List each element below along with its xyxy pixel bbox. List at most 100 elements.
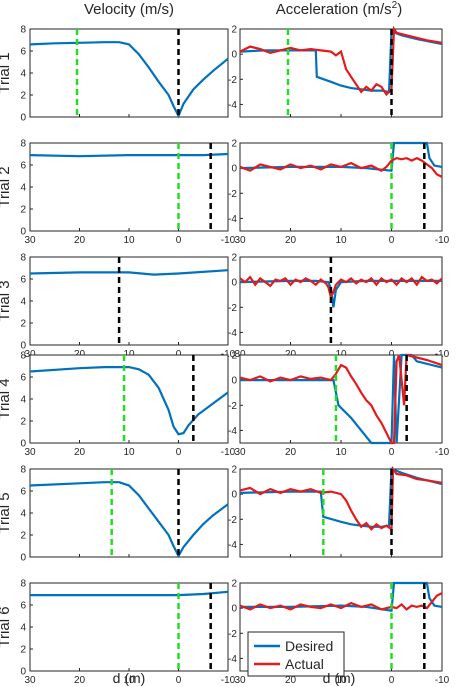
velocity-x-tick-label: -10: [221, 235, 236, 246]
velocity-y-tick-label: 0: [20, 341, 26, 352]
acceleration-x-tick-label: 10: [335, 447, 347, 458]
acceleration-x-tick-label: 20: [285, 447, 297, 458]
acceleration-actual-line: [239, 592, 443, 611]
velocity-y-tick-label: 6: [20, 487, 26, 498]
acceleration-desired-line: [239, 467, 443, 528]
acceleration-axes-box: [239, 256, 443, 346]
velocity-column-title: Velocity (m/s): [84, 1, 174, 18]
velocity-x-tick-label: 10: [123, 235, 135, 246]
velocity-series-line: [29, 152, 229, 158]
velocity-y-tick-label: 4: [20, 183, 26, 194]
velocity-y-tick-label: 2: [20, 319, 26, 330]
velocity-y-tick-label: 0: [20, 553, 26, 564]
acceleration-y-tick-label: 2: [231, 253, 237, 264]
acceleration-y-tick-label: -4: [228, 100, 237, 111]
trial-2-label: Trial 2: [0, 166, 13, 207]
velocity-y-tick-label: 0: [20, 113, 26, 124]
velocity-y-tick-label: 2: [20, 417, 26, 428]
acceleration-column-title: Acceleration (m/s2): [276, 0, 402, 18]
velocity-y-tick-label: 8: [20, 139, 26, 150]
acceleration-axes-box: [239, 354, 443, 444]
acceleration-y-tick-label: -4: [228, 654, 237, 665]
acceleration-x-tick-label: 20: [285, 235, 297, 246]
velocity-y-tick-label: 0: [20, 227, 26, 238]
velocity-x-tick-label: 30: [24, 675, 36, 686]
legend-desired-label: Desired: [285, 638, 333, 654]
acceleration-y-tick-label: 0: [231, 376, 237, 387]
acceleration-y-tick-label: 2: [231, 139, 237, 150]
trial-1-velocity-panel: 0 2 4 6 8: [20, 25, 229, 124]
acceleration-axes-box: [239, 28, 443, 118]
acceleration-y-tick-label: -2: [228, 75, 237, 86]
acceleration-y-tick-label: -2: [228, 401, 237, 412]
velocity-axes-box: [29, 468, 229, 558]
acceleration-y-tick-label: -4: [228, 214, 237, 225]
acceleration-actual-line: [239, 353, 443, 445]
acceleration-y-tick-label: -4: [228, 328, 237, 339]
velocity-axes-box: [29, 256, 229, 346]
acceleration-y-tick-label: 0: [231, 490, 237, 501]
acceleration-axes-box: [239, 142, 443, 232]
velocity-y-tick-label: 4: [20, 297, 26, 308]
velocity-y-tick-label: 2: [20, 205, 26, 216]
acceleration-y-tick-label: 0: [231, 604, 237, 615]
velocity-y-tick-label: 0: [20, 439, 26, 450]
velocity-y-tick-label: 6: [20, 373, 26, 384]
velocity-y-tick-label: 8: [20, 253, 26, 264]
acceleration-actual-line: [239, 25, 443, 97]
velocity-x-tick-label: 30: [24, 235, 36, 246]
velocity-y-tick-label: 6: [20, 601, 26, 612]
velocity-y-tick-label: 8: [20, 579, 26, 590]
velocity-series-line: [30, 590, 229, 597]
acceleration-y-tick-label: -2: [228, 515, 237, 526]
acceleration-actual-line: [239, 275, 443, 301]
acceleration-x-tick-label: 0: [389, 235, 395, 246]
velocity-y-tick-label: 2: [20, 645, 26, 656]
trial-1-label: Trial 1: [0, 52, 13, 93]
acceleration-title-superscript: 2: [392, 0, 398, 11]
velocity-series-line: [29, 269, 229, 276]
acceleration-y-tick-label: -2: [228, 629, 237, 640]
velocity-y-tick-label: 6: [20, 161, 26, 172]
velocity-x-tick-label: 20: [74, 675, 86, 686]
trial-5-row: Trial 5 0 2 4 6 8 2 0 -2 -4: [0, 465, 443, 564]
velocity-series-line: [29, 366, 229, 436]
velocity-axes-box: [29, 142, 229, 232]
trial-6-label: Trial 6: [0, 606, 13, 647]
trial-2-acceleration-panel: 20-2-430 20 10 0 -10: [228, 139, 450, 247]
legend-box: [247, 631, 345, 677]
acceleration-y-tick-label: 2: [231, 465, 237, 476]
acceleration-title-text: Acceleration (m/s: [276, 1, 392, 18]
acceleration-y-tick-label: 2: [231, 351, 237, 362]
acceleration-actual-line: [239, 465, 443, 532]
velocity-x-tick-label: 20: [74, 235, 86, 246]
acceleration-x-tick-label: 30: [234, 235, 246, 246]
acceleration-x-tick-label: 30: [234, 675, 246, 686]
trial-5-label: Trial 5: [0, 492, 13, 533]
trial-4-acceleration-panel: 20-2-430 20 10 0 -10: [228, 351, 450, 459]
velocity-x-tick-label: -10: [221, 675, 236, 686]
velocity-y-tick-label: 8: [20, 25, 26, 36]
velocity-y-tick-label: 2: [20, 531, 26, 542]
acceleration-x-axis-label: d (m): [323, 670, 356, 686]
velocity-y-tick-label: 2: [20, 91, 26, 102]
velocity-x-tick-label: -10: [221, 447, 236, 458]
velocity-x-tick-label: 20: [74, 447, 86, 458]
acceleration-y-tick-label: 0: [231, 278, 237, 289]
velocity-y-tick-label: 4: [20, 395, 26, 406]
velocity-x-axis-label: d (m): [113, 670, 146, 686]
acceleration-x-tick-label: 10: [335, 235, 347, 246]
acceleration-y-tick-label: 2: [231, 579, 237, 590]
velocity-y-tick-label: 4: [20, 623, 26, 634]
legend: Desired Actual: [247, 631, 345, 677]
acceleration-axes-box: [239, 468, 443, 558]
